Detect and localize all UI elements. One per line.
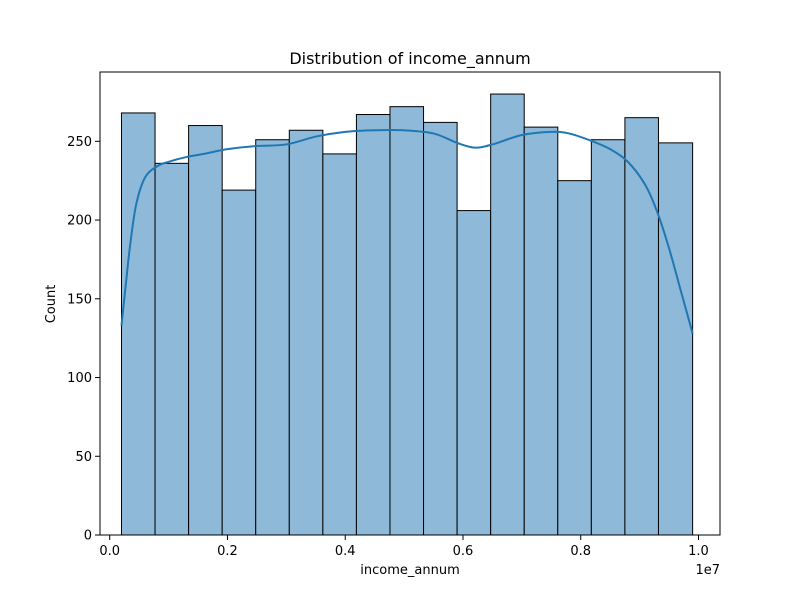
kde-line [120,128,694,334]
x-tick-label: 0.2 [217,544,238,559]
y-axis: 0 50 100 150 200 250 [67,135,100,544]
y-tick-label: 100 [67,371,92,386]
x-tick-label: 0.4 [335,544,356,559]
x-tick-label: 0.0 [99,544,120,559]
histogram-bar [221,189,257,536]
y-tick-label: 0 [84,529,92,544]
kde-group [120,128,694,334]
histogram-bar [355,114,391,536]
x-axis-offset-label: 1e7 [695,563,720,578]
histogram-bar [590,139,626,536]
y-tick-label: 150 [67,292,92,307]
histogram-bar [322,153,357,536]
histogram-bar [657,142,694,536]
histogram-bar [120,112,156,536]
histogram-bar [523,126,559,536]
histogram-bar [188,125,223,536]
chart-title: Distribution of income_annum [289,49,530,69]
plot-frame [99,71,721,536]
histogram-bar [456,210,492,536]
y-tick-label: 50 [75,450,92,465]
y-tick-label: 200 [67,214,92,229]
histogram-bar [288,129,324,536]
bars-group [120,93,694,536]
x-axis-title: income_annum [360,563,459,578]
histogram-bar [255,139,290,536]
histogram-bar [624,117,659,536]
y-tick-label: 250 [67,135,92,150]
x-tick-label: 0.8 [570,544,591,559]
histogram-bar [423,121,458,536]
x-axis: 0.0 0.2 0.4 0.6 0.8 1.0 [99,535,709,559]
histogram-bar [490,93,525,536]
histogram-bar [389,106,425,536]
x-tick-label: 1.0 [688,544,709,559]
y-axis-title: Count [44,285,59,324]
histogram-bar [557,180,592,536]
histogram-bar [154,162,190,536]
x-tick-label: 0.6 [453,544,474,559]
